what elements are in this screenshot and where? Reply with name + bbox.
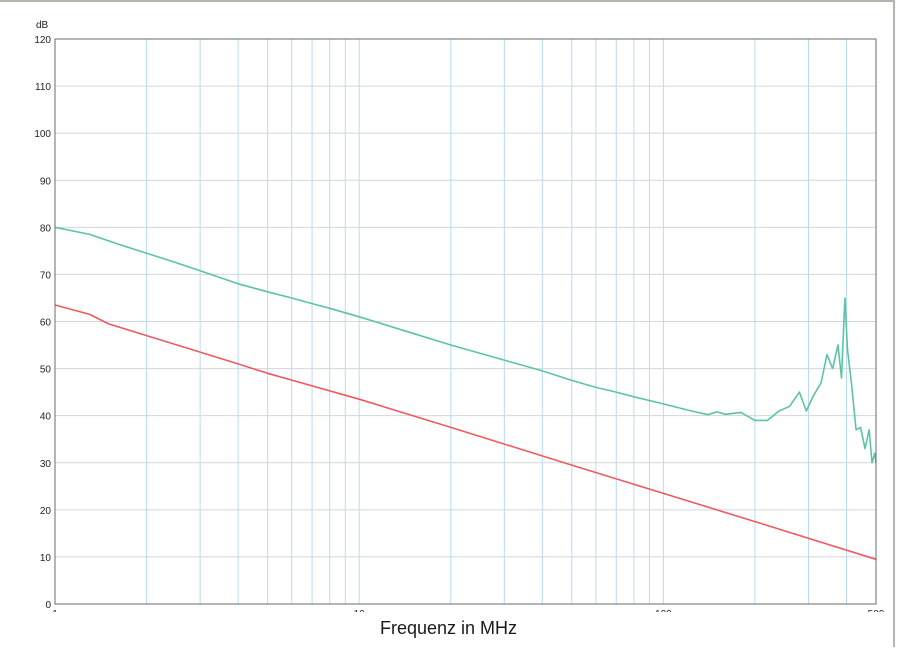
x-tick-labels: 1 10 100 500 [52,609,885,612]
y-tick-label: 50 [40,365,52,376]
y-tick-label: 10 [40,553,52,564]
plot-border [54,38,877,605]
y-tick-label: 30 [40,459,52,470]
y-tick-label: 70 [40,270,52,281]
y-tick-label: 0 [45,600,51,611]
y-tick-label: 60 [40,318,52,329]
y-tick-labels: 0 10 20 30 40 50 60 70 80 90 100 110 120 [34,35,51,611]
y-tick-label: 40 [40,412,52,423]
series-line-1 [54,226,877,464]
y-tick-label: 90 [40,176,52,187]
x-axis-label: Frequenz in MHz [379,618,518,638]
y-tick-label: 120 [34,35,51,46]
grid-layer [55,39,876,604]
y-tick-label: 80 [40,223,52,234]
y-tick-label: 110 [35,82,51,93]
x-tick-label: 1 [52,609,58,612]
x-tick-label: 10 [354,609,366,612]
x-tick-label: 100 [655,609,672,612]
series-line-2 [54,304,877,561]
series-layer [54,226,877,561]
y-tick-label: 100 [34,129,51,140]
y-tick-label: 20 [40,506,52,517]
x-tick-label: 500 [868,609,885,612]
y-axis-label: dB [36,20,49,31]
